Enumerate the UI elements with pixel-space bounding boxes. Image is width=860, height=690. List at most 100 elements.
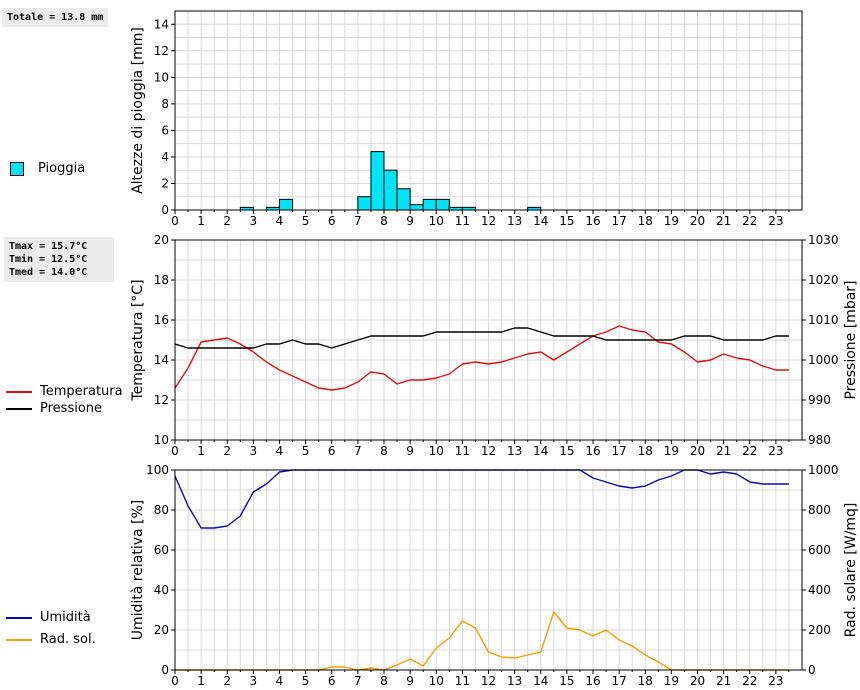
- humidity-line-icon: [6, 616, 32, 619]
- rain-bar: [357, 196, 372, 211]
- y-tick-label: 10: [154, 70, 169, 84]
- legend-label-temperature: Temperatura: [40, 384, 123, 399]
- x-tick-label: 20: [690, 214, 705, 228]
- legend-label-rain: Pioggia: [38, 161, 86, 176]
- x-tick-label: 4: [276, 444, 284, 458]
- y-tick-label: 16: [154, 313, 169, 327]
- temperature-pressure-chart: 0 1 2 3 4 5 6 7 8 9 10 11 12 13 14 15 16 17 18 19 20 21 22 2310…: [130, 233, 859, 458]
- x-tick-label: 21: [716, 444, 731, 458]
- x-tick-label: 4: [276, 214, 284, 228]
- solar-line: [175, 611, 789, 671]
- rain-bar: [383, 169, 398, 211]
- y2-axis-label: Rad. solare [W/mq]: [843, 503, 859, 638]
- x-tick-label: 12: [481, 444, 496, 458]
- y-tick-label: 100: [146, 463, 169, 477]
- y-tick-label: 0: [161, 203, 169, 217]
- x-tick-label: 1: [197, 444, 205, 458]
- y2-tick-label: 400: [808, 583, 831, 597]
- solar-line-icon: [6, 638, 32, 641]
- x-tick-label: 2: [223, 214, 231, 228]
- x-tick-label: 8: [380, 674, 388, 688]
- x-tick-label: 0: [171, 674, 179, 688]
- x-tick-label: 0: [171, 444, 179, 458]
- y-tick-label: 14: [154, 353, 169, 367]
- x-tick-label: 15: [559, 674, 574, 688]
- x-tick-label: 15: [559, 444, 574, 458]
- y-tick-label: 60: [154, 543, 169, 557]
- x-tick-label: 5: [302, 674, 310, 688]
- y-tick-label: 40: [154, 583, 169, 597]
- y-tick-label: 4: [161, 150, 169, 164]
- y2-tick-label: 200: [808, 623, 831, 637]
- x-tick-label: 14: [533, 674, 548, 688]
- y2-tick-label: 1030: [808, 233, 839, 247]
- x-tick-label: 1: [197, 214, 205, 228]
- x-tick-label: 22: [742, 674, 757, 688]
- y2-tick-label: 990: [808, 393, 831, 407]
- y2-tick-label: 1000: [808, 463, 839, 477]
- x-tick-label: 14: [533, 444, 548, 458]
- x-tick-label: 11: [455, 674, 470, 688]
- y2-tick-label: 1010: [808, 313, 839, 327]
- x-tick-label: 22: [742, 214, 757, 228]
- x-tick-label: 9: [406, 214, 414, 228]
- tmax-text: Tmax = 15.7°C: [9, 241, 88, 252]
- x-tick-label: 7: [354, 444, 362, 458]
- x-tick-label: 18: [638, 674, 653, 688]
- rain-chart: 0 1 2 3 4 5 6 7 8 9 10 11 12 13 14 15 16 17 18 19 20 21 22 2302…: [130, 10, 803, 228]
- humidity-solar-chart: 0 1 2 3 4 5 6 7 8 9 10 11 12 13 14 15 16 17 18 19 20 21 22 2302…: [130, 463, 859, 688]
- y2-axis-label: Pressione [mbar]: [843, 280, 859, 399]
- humidity-line: [174, 469, 789, 529]
- temperature-summary-box: Tmax = 15.7°C Tmin = 12.5°C Tmed = 14.0°…: [4, 237, 114, 282]
- rain-total-box: Totale = 13.8 mm: [2, 8, 109, 27]
- y-tick-label: 12: [154, 393, 169, 407]
- x-tick-label: 6: [328, 444, 336, 458]
- rain-total-text: Totale = 13.8 mm: [7, 12, 104, 23]
- y2-tick-label: 1000: [808, 353, 839, 367]
- x-tick-label: 12: [481, 214, 496, 228]
- y2-tick-label: 800: [808, 503, 831, 517]
- x-tick-label: 2: [223, 444, 231, 458]
- rain-bar: [409, 204, 424, 211]
- rain-bar: [435, 198, 450, 211]
- y-tick-label: 12: [154, 44, 169, 58]
- x-tick-label: 6: [328, 214, 336, 228]
- rain-swatch-icon: [10, 161, 24, 176]
- rain-bar: [396, 188, 411, 211]
- x-tick-label: 17: [611, 674, 626, 688]
- x-tick-label: 19: [664, 444, 679, 458]
- x-tick-label: 7: [354, 674, 362, 688]
- legend-item-pressure: Pressione: [6, 401, 102, 416]
- x-tick-label: 16: [585, 674, 600, 688]
- y2-tick-label: 0: [808, 663, 816, 677]
- y2-tick-label: 1020: [808, 273, 839, 287]
- x-tick-label: 21: [716, 674, 731, 688]
- tmin-text: Tmin = 12.5°C: [9, 254, 88, 265]
- x-tick-label: 13: [507, 444, 522, 458]
- legend-item-solar: Rad. sol.: [6, 632, 96, 647]
- x-tick-label: 11: [455, 444, 470, 458]
- x-tick-label: 5: [302, 214, 310, 228]
- rain-bar: [422, 198, 437, 211]
- x-tick-label: 9: [406, 444, 414, 458]
- y-tick-label: 6: [161, 123, 169, 137]
- legend-item-humidity: Umidità: [6, 610, 91, 625]
- x-tick-label: 20: [690, 444, 705, 458]
- x-tick-label: 16: [585, 214, 600, 228]
- y-tick-label: 18: [154, 273, 169, 287]
- rain-bar: [370, 151, 385, 211]
- x-tick-label: 19: [664, 214, 679, 228]
- x-tick-label: 3: [250, 444, 258, 458]
- y-tick-label: 8: [161, 97, 169, 111]
- x-tick-label: 16: [585, 444, 600, 458]
- y2-tick-label: 600: [808, 543, 831, 557]
- x-tick-label: 1: [197, 674, 205, 688]
- pressure-line-icon: [6, 407, 32, 410]
- temperature-line-icon: [6, 390, 32, 393]
- y2-tick-label: 980: [808, 433, 831, 447]
- x-tick-label: 4: [276, 674, 284, 688]
- x-tick-label: 10: [429, 444, 444, 458]
- x-tick-label: 23: [768, 674, 783, 688]
- y-tick-label: 2: [161, 176, 169, 190]
